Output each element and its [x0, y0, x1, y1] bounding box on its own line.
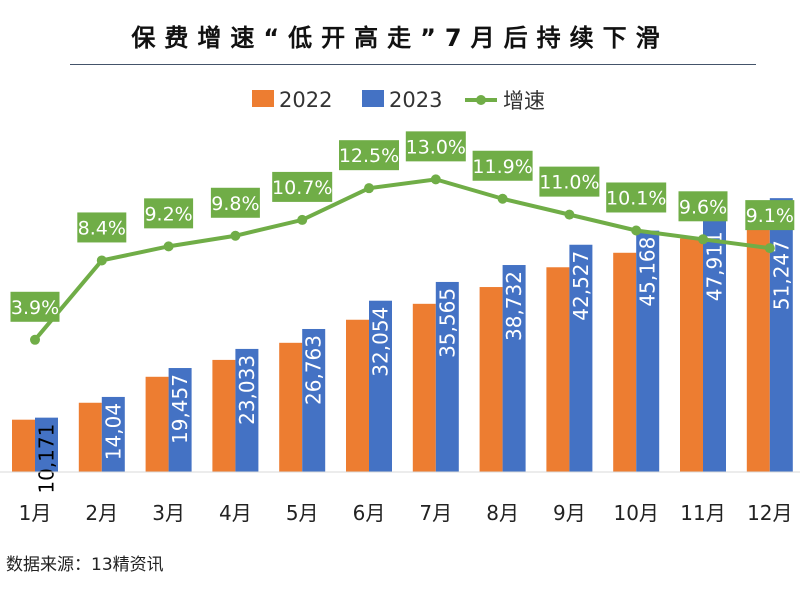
x-tick-label: 7月: [419, 501, 452, 525]
bar-data-label: 19,457: [168, 374, 192, 444]
growth-point: [698, 234, 708, 245]
growth-point: [364, 183, 374, 194]
growth-point: [163, 241, 174, 252]
growth-data-label: 11.9%: [472, 156, 532, 178]
bar-data-label: 42,527: [569, 251, 593, 321]
bar-2023: [369, 300, 392, 472]
growth-data-label: 13.0%: [406, 136, 466, 158]
x-tick-label: 11月: [680, 501, 725, 525]
bar-2022: [412, 303, 436, 472]
growth-label-box: [210, 187, 260, 218]
bar-data-label: 38,732: [502, 271, 526, 341]
growth-label-box: [405, 131, 466, 162]
bar-2023: [502, 265, 526, 472]
bar-data-label: 45,168: [636, 237, 660, 307]
growth-data-label: 12.5%: [339, 145, 399, 167]
bar-data-label: 35,565: [435, 288, 459, 358]
growth-label-box: [77, 212, 127, 243]
growth-line: [33, 177, 771, 342]
growth-point: [96, 255, 107, 266]
legend-swatch-2023: [362, 90, 384, 107]
x-tick-label: 10月: [613, 501, 658, 525]
bar-2023: [302, 328, 326, 472]
growth-label-box: [10, 291, 60, 322]
growth-data-label: 3.9%: [11, 297, 59, 319]
growth-data-label: 8.4%: [78, 217, 126, 239]
bar-2022: [680, 238, 703, 472]
bar-2022: [279, 342, 303, 472]
bar-data-label: 10,171: [35, 424, 59, 494]
bar-2022: [78, 402, 102, 472]
bar-data-label: 51,247: [769, 240, 793, 310]
bar-2022: [346, 319, 369, 472]
bar-2023: [636, 230, 660, 472]
x-tick-label: 1月: [19, 501, 52, 525]
legend-label-2023: 2023: [389, 88, 442, 112]
growth-point: [764, 243, 775, 254]
growth-data-label: 10.1%: [606, 187, 666, 209]
growth-label-box: [606, 182, 667, 213]
bar-2022: [746, 220, 770, 472]
bar-2023: [35, 417, 58, 472]
x-tick-label: 4月: [219, 501, 252, 525]
growth-label-box: [339, 140, 399, 171]
growth-point: [631, 225, 642, 236]
bar-2022: [613, 252, 637, 472]
legend-label-growth: 增速: [503, 89, 545, 113]
growth-data-label: 11.0%: [539, 172, 599, 194]
bar-2023: [168, 368, 192, 472]
growth-data-label: 9.6%: [679, 196, 727, 218]
bar-2022: [212, 359, 236, 472]
legend-label-2022: 2022: [279, 88, 332, 112]
chart-title: 保费增速“低开高走”7月后持续下滑: [131, 24, 669, 52]
bar-2022: [479, 287, 503, 472]
growth-point: [30, 334, 40, 345]
bar-2023: [769, 198, 793, 472]
growth-label-box: [539, 166, 600, 197]
x-tick-label: 3月: [152, 501, 185, 525]
title-divider: [70, 64, 756, 65]
bar-2023: [703, 215, 726, 473]
growth-point: [497, 193, 508, 204]
growth-label-box: [144, 198, 194, 229]
growth-point: [430, 174, 441, 185]
legend-swatch-2022: [252, 90, 274, 107]
growth-label-box: [745, 200, 795, 231]
bar-data-label: 14,04: [101, 403, 125, 460]
x-tick-label: 6月: [353, 501, 386, 525]
bar-2023: [569, 244, 593, 472]
bar-data-label: 23,033: [235, 355, 259, 425]
bar-data-label: 26,763: [302, 335, 326, 405]
growth-point: [297, 214, 308, 225]
source-note: 数据来源：13精资讯: [6, 555, 164, 575]
x-tick-label: 8月: [486, 501, 519, 525]
x-tick-label: 2月: [85, 501, 118, 525]
growth-data-label: 10.7%: [272, 177, 332, 199]
growth-label-box: [472, 150, 533, 181]
bar-2022: [12, 419, 35, 472]
x-tick-label: 12月: [747, 501, 792, 525]
growth-data-label: 9.1%: [746, 205, 794, 227]
x-tick-label: 5月: [286, 501, 319, 525]
growth-data-label: 9.2%: [144, 203, 192, 225]
growth-point: [564, 209, 575, 220]
growth-data-label: 9.8%: [211, 193, 259, 215]
bar-2022: [145, 376, 169, 472]
x-tick-label: 9月: [553, 501, 586, 525]
legend-marker-growth: [476, 95, 486, 105]
bar-data-label: 32,054: [369, 307, 393, 377]
bar-2023: [235, 348, 259, 472]
growth-label-box: [272, 171, 333, 202]
bar-2022: [546, 267, 570, 472]
bar-2023: [101, 396, 125, 472]
growth-point: [230, 230, 241, 241]
growth-label-box: [678, 191, 728, 222]
bar-2023: [435, 281, 459, 472]
